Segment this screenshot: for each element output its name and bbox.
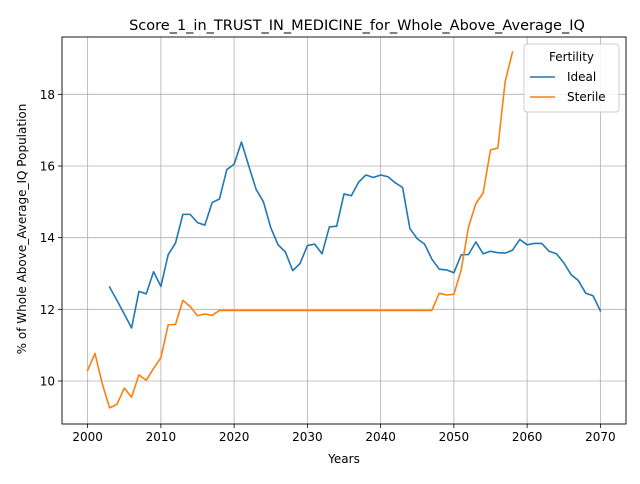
legend-title: Fertility xyxy=(549,50,594,64)
x-tick-label: 2070 xyxy=(585,430,616,444)
series-lines xyxy=(86,51,602,409)
legend-label-sterile: Sterile xyxy=(567,90,606,104)
x-tick-label: 2060 xyxy=(512,430,543,444)
series-line-sterile xyxy=(86,51,514,409)
plot-frame xyxy=(61,36,627,425)
axis-ticks: 2000 2010 2020 2030 2040 2050 2060 2070 10 12 14 16… xyxy=(40,88,616,444)
legend: Fertility Ideal Sterile xyxy=(523,43,620,113)
series-line-ideal xyxy=(108,141,602,329)
x-tick-label: 2000 xyxy=(72,430,103,444)
y-tick-label: 16 xyxy=(40,160,55,174)
y-tick-label: 18 xyxy=(40,88,55,102)
x-tick-label: 2010 xyxy=(146,430,177,444)
x-axis-label: Years xyxy=(327,452,360,466)
chart-title: Score_1_in_TRUST_IN_MEDICINE_for_Whole_A… xyxy=(129,18,585,34)
x-tick-label: 2040 xyxy=(365,430,396,444)
y-tick-label: 12 xyxy=(40,303,55,317)
y-tick-label: 14 xyxy=(40,231,55,245)
legend-box xyxy=(523,43,620,113)
x-tick-label: 2050 xyxy=(439,430,470,444)
legend-label-ideal: Ideal xyxy=(567,70,596,84)
x-tick-label: 2020 xyxy=(219,430,250,444)
y-axis-label: % of Whole Above_Average_IQ Population xyxy=(15,104,29,355)
x-tick-label: 2030 xyxy=(292,430,323,444)
y-tick-label: 10 xyxy=(40,375,55,389)
